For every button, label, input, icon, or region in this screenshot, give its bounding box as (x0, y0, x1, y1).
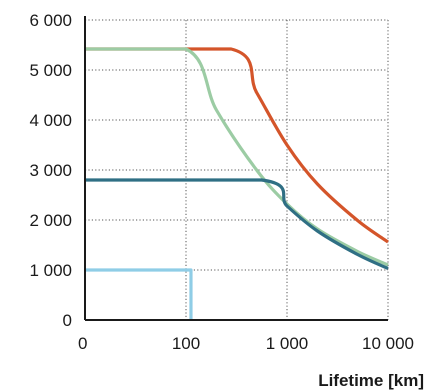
x-tick-label: 100 (172, 334, 200, 353)
x-tick-labels: 0 100 1 000 10 000 (78, 334, 414, 353)
grid-lines (85, 19, 389, 320)
y-tick-label: 0 (63, 311, 72, 330)
series-line-1 (85, 47, 389, 244)
x-tick-label: 10 000 (362, 334, 414, 353)
y-tick-label: 2 000 (29, 211, 72, 230)
series-line-2 (85, 47, 389, 267)
y-tick-label: 3 000 (29, 161, 72, 180)
y-tick-label: 6 000 (29, 11, 72, 30)
series-line-4 (85, 268, 193, 320)
x-tick-label: 1 000 (266, 334, 309, 353)
x-tick-label: 0 (78, 334, 87, 353)
x-axis-title: Lifetime [km] (318, 371, 424, 390)
axes (84, 16, 388, 321)
series-line-3 (85, 178, 389, 270)
y-tick-labels: 0 1 000 2 000 3 000 4 000 5 000 6 000 (29, 11, 72, 330)
y-tick-label: 1 000 (29, 261, 72, 280)
y-tick-label: 4 000 (29, 111, 72, 130)
series-layer (85, 47, 389, 320)
y-tick-label: 5 000 (29, 61, 72, 80)
